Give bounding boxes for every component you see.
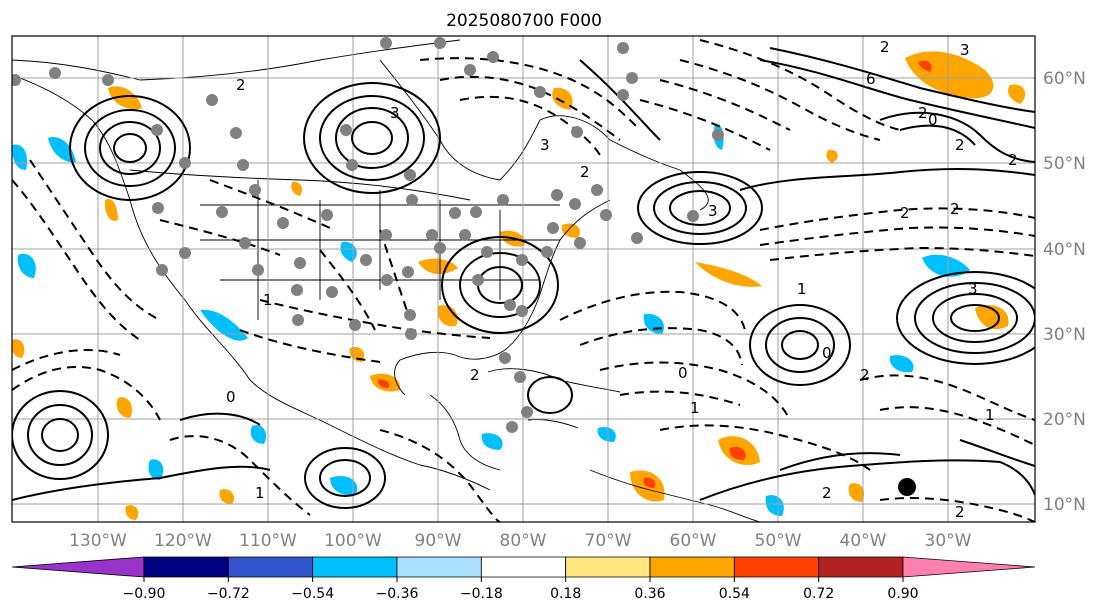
lat-label: 10°N [1043,495,1086,515]
contour-label: 2 [955,136,965,154]
colorbar-segment [480,556,567,578]
coastlines [12,39,761,522]
colorbar-tick-label: −0.18 [460,586,503,602]
contour-label: 2 [822,484,832,502]
colorbar-segment [143,556,229,578]
contour-label: 1 [985,406,995,424]
contour-label: 0 [226,388,236,406]
contour-label: 3 [708,202,718,220]
contour-label: 3 [960,41,970,59]
contour-label: 0 [678,364,688,382]
contour-label: 2 [860,366,870,384]
lon-label: 90°W [415,531,462,551]
lon-label: 80°W [500,531,547,551]
colorbar-extend-min [11,556,145,578]
colorbar-segment [312,556,398,578]
contour-label: 3 [968,280,978,298]
contour-label: 2 [580,163,590,181]
colorbar: −0.90 −0.72 −0.54 −0.36 −0.18 0.18 0.36 0.54 0.7… [11,556,1036,602]
colorbar-segment [227,556,314,578]
colorbar-tick-label: 0.72 [803,586,834,602]
colorbar-segment [649,556,735,578]
contour-label: 0 [822,344,832,362]
colorbar-tick-label: −0.36 [376,586,419,602]
lat-label: 60°N [1043,69,1086,89]
contour-label: 1 [797,280,807,298]
colorbar-tick-label: 0.90 [887,586,918,602]
map-title: 2025080700 F000 [446,11,602,31]
contour-label: 2 [955,503,965,521]
contour-label-group: 2 3 2 3 2 3 2 6 2 3 2 0 2 2 1 3 0 0 1 2 … [226,38,1018,521]
colorbar-segment [818,556,904,578]
colorbar-tick-label: −0.90 [123,586,166,602]
lat-label: 50°N [1043,154,1086,174]
contour-label: 2 [918,104,928,122]
lat-label: 30°N [1043,325,1086,345]
lon-label: 50°W [755,531,802,551]
colorbar-ticks: −0.90 −0.72 −0.54 −0.36 −0.18 0.18 0.36 0.54 0.7… [123,577,919,602]
lon-label: 40°W [840,531,887,551]
contour-label: 6 [866,70,876,88]
lon-label: 100°W [324,531,382,551]
colorbar-extend-max [902,556,1036,578]
contour-label: 3 [540,136,550,154]
contour-label: 2 [880,38,890,56]
colorbar-segment [565,556,651,578]
highlighted-point [898,478,916,496]
contour-label: 1 [255,484,265,502]
solid-contours [12,47,1035,509]
contour-label: 0 [928,111,938,129]
lon-label: 30°W [925,531,972,551]
contour-label: 1 [690,399,700,417]
contour-label: 2 [236,76,246,94]
contour-label: 3 [390,104,400,122]
lon-label: 120°W [154,531,212,551]
contour-label: 1 [263,291,273,309]
latitude-axis: 60°N 50°N 40°N 30°N 20°N 10°N [1043,69,1086,515]
contour-label: 2 [470,366,480,384]
colorbar-tick-label: 0.36 [634,586,665,602]
lat-label: 40°N [1043,240,1086,260]
contour-label: 2 [950,200,960,218]
colorbar-tick-label: −0.72 [207,586,250,602]
contour-label: 2 [1008,151,1018,169]
station-markers [12,37,724,433]
lon-label: 130°W [69,531,127,551]
colorbar-segments [11,556,1036,578]
map-frame [11,35,1036,523]
dashed-contours [12,39,1035,522]
colorbar-tick-label: 0.54 [719,586,750,602]
lat-label: 20°N [1043,410,1086,430]
contour-label: 2 [900,204,910,222]
map-panel: 2 3 2 3 2 3 2 6 2 3 2 0 2 2 1 3 0 0 1 2 … [12,36,1035,522]
lon-label: 110°W [239,531,297,551]
lon-label: 70°W [585,531,632,551]
colorbar-segment [396,556,482,578]
lon-label: 60°W [670,531,717,551]
colorbar-tick-label: 0.18 [550,586,581,602]
colorbar-tick-label: −0.54 [291,586,334,602]
longitude-axis: 130°W 120°W 110°W 100°W 90°W 80°W 70°W 6… [69,531,972,551]
colorbar-segment [733,556,820,578]
graticule [12,36,1035,522]
